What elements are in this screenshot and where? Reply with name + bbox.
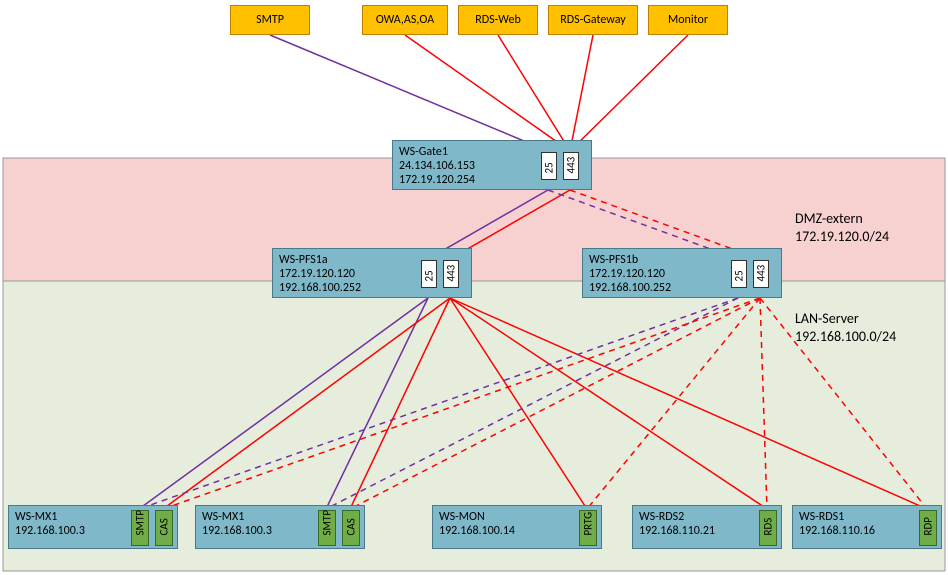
port-label: RDP — [922, 520, 935, 536]
port-443: 443 — [443, 260, 459, 288]
server-label: WS-MX1 192.168.100.3 — [15, 510, 85, 538]
port-25: 25 — [541, 152, 557, 180]
server-mon: WS-MON 192.168.100.14 PRTG — [432, 505, 602, 549]
port-label: SMTP — [134, 520, 147, 536]
service-rdsg: RDS-Gateway — [548, 5, 638, 35]
port-label: CAS — [345, 520, 358, 536]
service-port-rdp: RDP — [919, 510, 937, 546]
service-port-cas: CAS — [342, 510, 360, 546]
port-label: 25 — [543, 160, 556, 174]
service-smtp: SMTP — [230, 5, 310, 35]
server-label: WS-PFS1b 172.19.120.120 192.168.100.252 — [589, 253, 671, 295]
port-label: RDS — [762, 520, 775, 536]
zone-label-lan: LAN-Server192.168.100.0/24 — [795, 310, 896, 346]
service-port-rds: RDS — [759, 510, 777, 546]
service-port-smtp: SMTP — [318, 510, 336, 546]
service-port-smtp: SMTP — [131, 510, 149, 546]
port-label: 25 — [733, 268, 746, 282]
diagram-canvas — [0, 0, 948, 575]
server-mx1b: WS-MX1 192.168.100.3 SMTP CAS — [195, 505, 365, 549]
service-owa: OWA,AS,OA — [362, 5, 448, 35]
server-label: WS-MON 192.168.100.14 — [439, 510, 515, 538]
service-mon: Monitor — [648, 5, 728, 35]
server-label: WS-RDS1 192.168.110.16 — [799, 510, 875, 538]
port-label: SMTP — [321, 520, 334, 536]
port-443: 443 — [563, 152, 579, 180]
server-rds2: WS-RDS2 192.168.110.21 RDS — [632, 505, 782, 549]
zone-name: LAN-Server — [795, 310, 859, 327]
zone-subnet: 192.168.100.0/24 — [795, 328, 896, 345]
edge-1 — [405, 35, 570, 151]
port-label: 443 — [445, 268, 458, 282]
edge-3 — [570, 35, 593, 151]
port-label: 443 — [755, 268, 768, 282]
port-443: 443 — [753, 260, 769, 288]
service-rdsw: RDS-Web — [458, 5, 538, 35]
service-port-prtg: PRTG — [579, 510, 597, 546]
server-pfs1a: WS-PFS1a 172.19.120.120 192.168.100.252 2… — [272, 248, 472, 298]
server-gate: WS-Gate1 24.134.106.153 172.19.120.254 25… — [392, 140, 592, 190]
service-port-cas: CAS — [155, 510, 173, 546]
server-label: WS-PFS1a 172.19.120.120 192.168.100.252 — [279, 253, 361, 295]
zone-subnet: 172.19.120.0/24 — [795, 228, 889, 245]
server-mx1a: WS-MX1 192.168.100.3 SMTP CAS — [8, 505, 178, 549]
edge-0 — [270, 35, 548, 151]
port-label: 443 — [565, 160, 578, 174]
server-label: WS-Gate1 24.134.106.153 172.19.120.254 — [399, 145, 475, 187]
edge-2 — [498, 35, 570, 151]
server-rds1: WS-RDS1 192.168.110.16 RDP — [792, 505, 942, 549]
port-label: CAS — [158, 520, 171, 536]
port-label: PRTG — [582, 520, 595, 536]
server-pfs1b: WS-PFS1b 172.19.120.120 192.168.100.252 2… — [582, 248, 782, 298]
port-25: 25 — [421, 260, 437, 288]
server-label: WS-RDS2 192.168.110.21 — [639, 510, 715, 538]
server-label: WS-MX1 192.168.100.3 — [202, 510, 272, 538]
zone-name: DMZ-extern — [795, 210, 863, 227]
zone-label-dmz: DMZ-extern172.19.120.0/24 — [795, 210, 889, 246]
port-25: 25 — [731, 260, 747, 288]
port-label: 25 — [423, 268, 436, 282]
edge-4 — [570, 35, 688, 151]
